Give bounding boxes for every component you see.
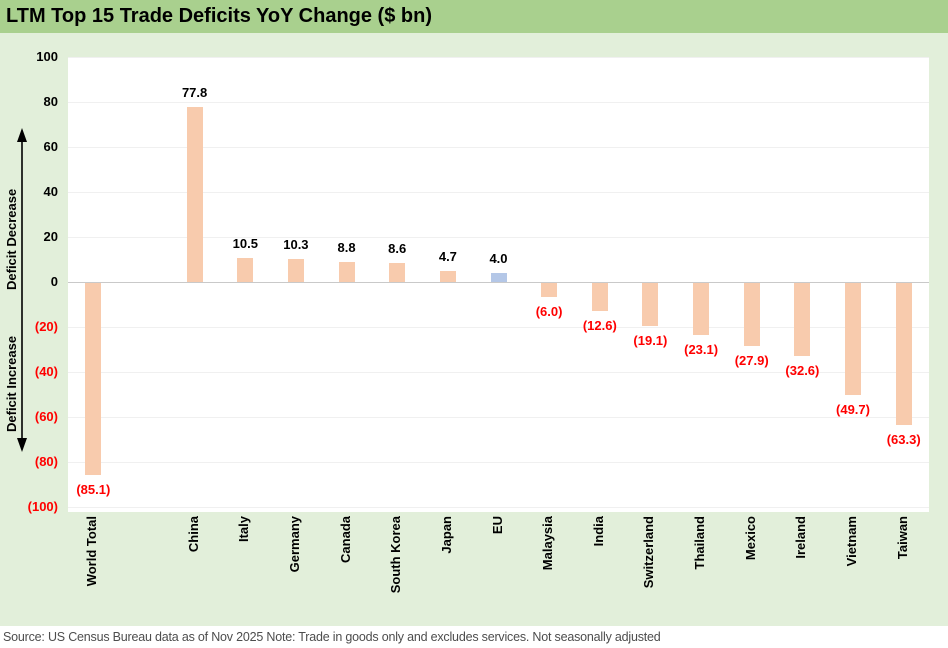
x-category-label-italy: Italy (236, 516, 252, 543)
x-category-label-india: India (590, 516, 606, 547)
bar-germany (287, 258, 304, 282)
bar-value-label: (85.1) (76, 481, 111, 497)
y-tick-label: 100 (36, 49, 58, 64)
bar-china (186, 107, 203, 282)
bar-value-label: 4.0 (489, 251, 508, 266)
gridline (68, 372, 929, 373)
gridline (68, 507, 929, 508)
gridline (68, 237, 929, 238)
gridline (68, 462, 929, 463)
bar-vietnam (845, 283, 861, 395)
x-category-label-ireland: Ireland (793, 516, 809, 559)
x-category-label-south-korea: South Korea (388, 516, 404, 594)
bar-value-label: 8.6 (388, 240, 407, 256)
x-category-label-eu: EU (489, 516, 505, 535)
gridline (68, 102, 929, 103)
x-category-label-vietnam: Vietnam (844, 516, 859, 567)
bar-value-label: (49.7) (836, 401, 870, 417)
bar-value-label: 77.8 (181, 85, 208, 100)
chart-background: Deficit Decrease Deficit Increase (85.1)… (0, 33, 948, 626)
y-tick-label: (100) (27, 499, 58, 514)
bar-value-label: (23.1) (684, 342, 719, 357)
source-note: Source: US Census Bureau data as of Nov … (3, 630, 661, 644)
bar-eu (490, 273, 507, 282)
bar-taiwan (895, 283, 912, 426)
bar-mexico (743, 283, 760, 346)
x-category-label-mexico: Mexico (742, 516, 758, 561)
bar-india (591, 283, 608, 312)
title-banner: LTM Top 15 Trade Deficits YoY Change ($ … (0, 0, 948, 33)
bar-value-label: (27.9) (734, 352, 769, 368)
y-tick-label: 40 (43, 184, 58, 199)
bar-value-label: (6.0) (535, 303, 563, 319)
zero-axis-line (68, 282, 929, 283)
bar-value-label: (32.6) (785, 363, 820, 379)
bar-canada (338, 262, 355, 282)
y-tick-label: 20 (43, 229, 58, 244)
x-category-label-germany: Germany (286, 516, 302, 573)
axis-double-arrow-icon (14, 127, 30, 453)
bar-value-label: (19.1) (633, 333, 668, 348)
x-category-label-thailand: Thailand (692, 516, 708, 570)
gridline (68, 417, 929, 418)
x-category-label-world-total: World Total (84, 516, 100, 587)
bar-value-label: 10.5 (232, 236, 258, 252)
bar-ireland (794, 283, 811, 357)
y-tick-label: 0 (50, 274, 58, 289)
gridline (68, 57, 929, 58)
x-category-label-switzerland: Switzerland (641, 516, 657, 589)
bar-value-label: (12.6) (582, 318, 617, 334)
gridline (68, 327, 929, 328)
plot-area: (85.1) 77.8 10.5 10.3 8.8 8.6 4.7 4.0 (6.0) (12.6… (68, 57, 929, 512)
y-tick-label: 80 (43, 94, 58, 109)
gridline (68, 147, 929, 148)
bar-value-label: 10.3 (283, 236, 309, 252)
bar-world-total (85, 283, 102, 475)
y-tick-label: (60) (34, 409, 58, 424)
x-category-label-japan: Japan (438, 516, 454, 554)
bar-japan (439, 271, 456, 282)
bar-italy (237, 258, 254, 282)
bar-switzerland (642, 283, 659, 326)
y-tick-label: (40) (34, 364, 58, 379)
bar-south-korea (389, 262, 406, 282)
bar-malaysia (541, 283, 558, 297)
bar-value-label: (63.3) (886, 432, 921, 448)
y-tick-label: (20) (34, 319, 58, 334)
x-category-label-taiwan: Taiwan (894, 516, 910, 560)
y-tick-label: 60 (43, 139, 58, 154)
gridline (68, 192, 929, 193)
y-tick-label: (80) (34, 454, 58, 469)
x-category-label-malaysia: Malaysia (540, 516, 556, 571)
bar-value-label: 8.8 (337, 240, 356, 256)
x-category-label-china: China (185, 516, 201, 553)
bar-value-label: 4.7 (438, 249, 457, 265)
x-category-label-canada: Canada (337, 516, 353, 563)
bar-thailand (693, 283, 710, 335)
page-title: LTM Top 15 Trade Deficits YoY Change ($ … (6, 5, 432, 27)
source-strip: Source: US Census Bureau data as of Nov … (0, 626, 948, 648)
